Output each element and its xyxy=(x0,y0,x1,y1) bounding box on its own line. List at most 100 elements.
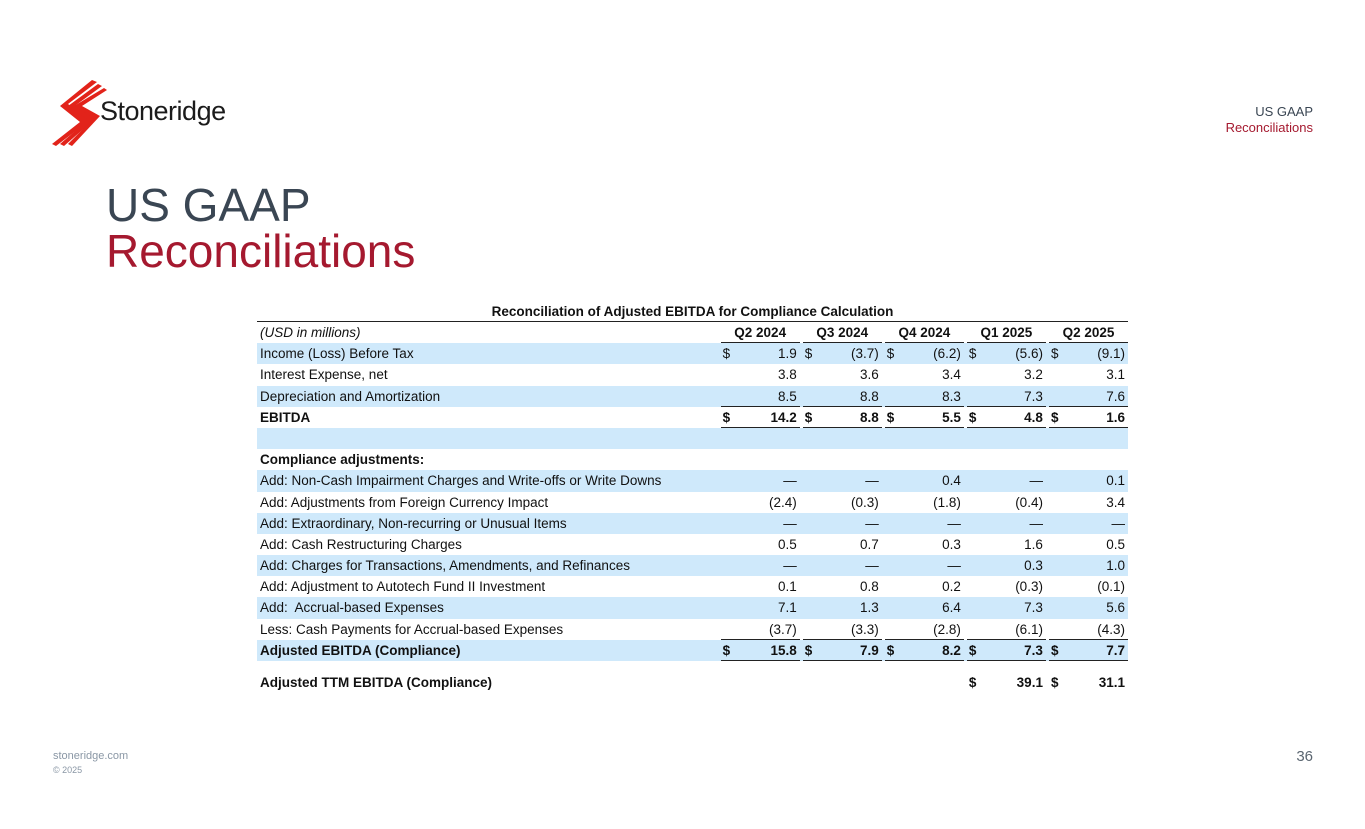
cell-value: 8.8 xyxy=(860,388,879,404)
cell-value: 1.6 xyxy=(1106,409,1126,425)
cell-value xyxy=(797,672,800,693)
table-row xyxy=(257,661,1128,672)
reconciliation-table: Reconciliation of Adjusted EBITDA for Co… xyxy=(257,302,1129,693)
page-title-line1: US GAAP xyxy=(106,179,311,231)
row-label: Add: Non-Cash Impairment Charges and Wri… xyxy=(260,473,662,489)
unit-label: (USD in millions) xyxy=(260,325,361,340)
value-cell: 0.3 xyxy=(967,555,1046,576)
page-title-line2: Reconciliations xyxy=(106,225,416,277)
page-title: US GAAP Reconciliations xyxy=(106,182,415,274)
value-cell: 0.1 xyxy=(1049,470,1128,491)
cell-value: 8.8 xyxy=(860,409,879,425)
table-row: Add: Cash Restructuring Charges 0.5 0.7 0.3… xyxy=(257,534,1128,555)
value-cell: $ (9.1) xyxy=(1049,343,1128,364)
value-cell xyxy=(803,428,882,449)
value-cell: — xyxy=(721,555,800,576)
copyright: © 2025 xyxy=(53,765,83,775)
cell-value: (0.4) xyxy=(1015,494,1043,510)
cell-value: 31.1 xyxy=(1098,675,1126,690)
cell-value: — xyxy=(783,473,797,489)
cell-value: — xyxy=(1029,473,1043,489)
value-cell: — xyxy=(721,470,800,491)
value-cell xyxy=(721,428,800,449)
cell-value: 39.1 xyxy=(1016,675,1043,690)
table-row: Add: Accrual-based Expenses 7.1 1.3 6.4 7.3 5… xyxy=(257,597,1128,619)
value-cell: $8.8 xyxy=(802,407,882,428)
value-cell: $ (3.7) xyxy=(803,343,882,364)
value-cell: $15.8 xyxy=(720,640,800,661)
cell-value: 5.5 xyxy=(942,409,961,425)
value-cell: 8.8 xyxy=(802,386,882,407)
cell-value: — xyxy=(783,558,797,574)
cell-value xyxy=(797,449,800,470)
cell-value: 7.3 xyxy=(1024,388,1043,404)
cell-value: — xyxy=(1029,515,1043,531)
table-row: Adjusted EBITDA (Compliance) $15.8 $7.9 $8.… xyxy=(257,639,1129,661)
cell-value xyxy=(1125,449,1128,470)
cell-value: — xyxy=(865,473,879,489)
cell-value: (2.4) xyxy=(768,494,797,510)
value-cell: (3.3) xyxy=(802,619,882,640)
value-cell: (4.3) xyxy=(1048,619,1129,640)
value-cell: — xyxy=(1049,513,1128,534)
section-header-line1: US GAAP xyxy=(1255,104,1313,119)
value-cell xyxy=(803,672,882,693)
value-cell: $8.2 xyxy=(884,640,964,661)
cell-value: (5.6) xyxy=(1015,346,1043,362)
value-cell: 3.8 xyxy=(721,364,800,385)
value-cell: — xyxy=(803,555,882,576)
cell-value: 8.5 xyxy=(777,388,797,404)
cell-value: 1.9 xyxy=(777,346,797,362)
cell-value xyxy=(879,449,882,470)
currency-symbol: $ xyxy=(1050,642,1059,658)
value-cell: $7.7 xyxy=(1048,640,1129,661)
cell-value: — xyxy=(783,515,797,531)
currency-symbol: $ xyxy=(1050,675,1059,690)
value-cell: $4.8 xyxy=(966,407,1046,428)
cell-value: — xyxy=(947,515,961,531)
value-cell xyxy=(967,428,1046,449)
row-label: Compliance adjustments: xyxy=(260,452,425,468)
value-cell: — xyxy=(885,513,964,534)
table-row: Depreciation and Amortization 8.5 8.8 8.3 7.… xyxy=(257,385,1129,407)
cell-value: 6.4 xyxy=(942,600,961,616)
currency-symbol: $ xyxy=(886,346,895,362)
value-cell: 3.1 xyxy=(1049,364,1128,385)
cell-value: — xyxy=(947,558,961,574)
row-label: Adjusted EBITDA (Compliance) xyxy=(260,642,461,658)
cell-value: 0.3 xyxy=(1024,558,1043,574)
cell-value: 7.7 xyxy=(1106,642,1126,658)
value-cell: 1.0 xyxy=(1049,555,1128,576)
cell-value: 7.6 xyxy=(1106,388,1126,404)
row-label: Add: Accrual-based Expenses xyxy=(260,600,444,616)
cell-value: — xyxy=(1111,515,1126,531)
cell-value: 3.2 xyxy=(1024,367,1043,383)
value-cell: (6.1) xyxy=(966,619,1046,640)
value-cell xyxy=(885,428,964,449)
logo-text: Stoneridge xyxy=(100,96,226,126)
value-cell: 7.3 xyxy=(967,597,1046,618)
cell-value: (6.2) xyxy=(933,346,961,362)
value-cell: (0.3) xyxy=(967,576,1046,597)
value-cell: $14.2 xyxy=(720,407,800,428)
cell-value: 0.7 xyxy=(860,536,879,552)
value-cell: (2.4) xyxy=(721,492,800,513)
cell-value: — xyxy=(865,558,879,574)
cell-value: 3.6 xyxy=(860,367,879,383)
row-label: Add: Adjustments from Foreign Currency I… xyxy=(260,494,549,510)
value-cell: 0.8 xyxy=(803,576,882,597)
cell-value xyxy=(1125,428,1128,449)
value-cell xyxy=(885,672,964,693)
value-cell: — xyxy=(885,555,964,576)
value-cell: 0.2 xyxy=(885,576,964,597)
cell-value: (9.1) xyxy=(1097,346,1126,362)
row-label: Depreciation and Amortization xyxy=(260,388,441,404)
currency-symbol: $ xyxy=(722,642,731,658)
value-cell xyxy=(967,449,1046,470)
website-link[interactable]: stoneridge.com xyxy=(53,750,129,762)
cell-value xyxy=(797,428,800,449)
column-header: Q2 2024 xyxy=(720,322,800,344)
table-header-row: (USD in millions) Q2 2024 Q3 2024 Q4 202… xyxy=(257,322,1129,344)
row-label xyxy=(257,428,718,449)
table-row: Compliance adjustments: xyxy=(257,449,1128,470)
